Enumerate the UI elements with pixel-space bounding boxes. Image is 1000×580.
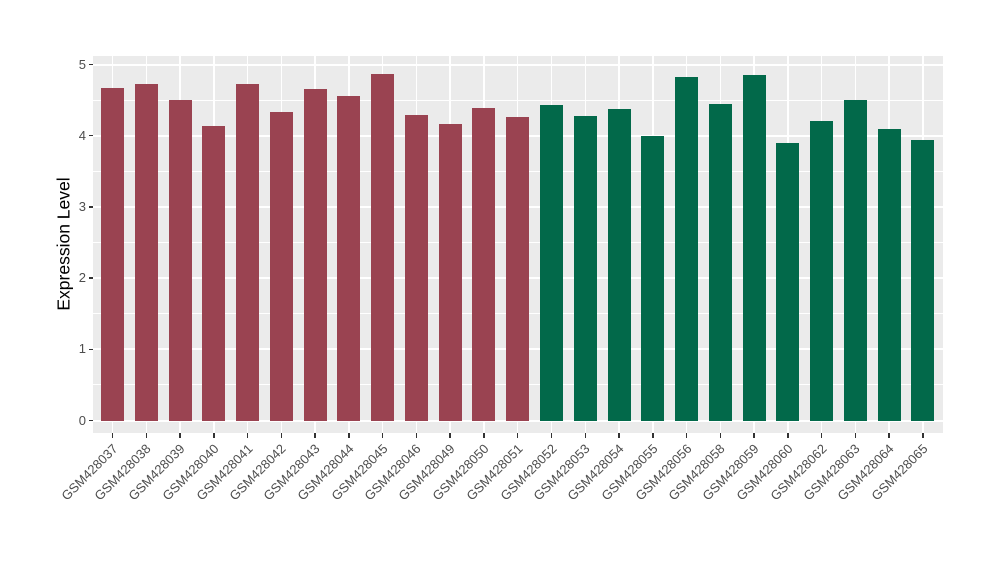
x-tick-mark bbox=[246, 433, 249, 438]
bar-GSM428049 bbox=[438, 123, 462, 421]
x-tick-mark bbox=[719, 433, 722, 438]
x-tick-mark bbox=[179, 433, 181, 438]
bar-GSM428053 bbox=[573, 115, 597, 421]
x-tick-mark bbox=[280, 433, 283, 438]
x-tick-mark bbox=[449, 433, 451, 438]
x-tick-mark bbox=[787, 433, 789, 438]
bar-GSM428044 bbox=[337, 95, 361, 421]
x-tick-mark bbox=[618, 433, 620, 438]
bar-GSM428050 bbox=[472, 107, 496, 421]
x-tick-mark bbox=[820, 433, 823, 438]
y-tick-label: 2 bbox=[78, 270, 86, 286]
y-tick-mark bbox=[89, 63, 93, 66]
x-tick-mark bbox=[381, 433, 384, 438]
x-tick-mark bbox=[145, 433, 148, 438]
x-tick-mark bbox=[584, 433, 587, 438]
bar-GSM428040 bbox=[202, 126, 226, 421]
y-tick-mark bbox=[89, 419, 93, 422]
y-tick-mark bbox=[89, 206, 93, 208]
x-tick-mark bbox=[685, 433, 688, 438]
x-tick-mark bbox=[888, 433, 890, 438]
bar-GSM428063 bbox=[843, 100, 867, 421]
y-tick-label: 3 bbox=[78, 198, 86, 214]
bar-GSM428058 bbox=[708, 103, 732, 421]
x-tick-mark bbox=[483, 433, 485, 438]
x-tick-mark bbox=[854, 433, 857, 438]
bar-GSM428045 bbox=[371, 74, 395, 421]
bar-GSM428062 bbox=[810, 120, 834, 421]
x-tick-mark bbox=[516, 433, 519, 438]
bar-GSM428056 bbox=[675, 77, 699, 421]
x-tick-mark bbox=[753, 433, 755, 438]
bar-GSM428043 bbox=[303, 88, 327, 421]
y-tick-label: 5 bbox=[78, 56, 86, 72]
bar-GSM428046 bbox=[404, 115, 428, 421]
bar-GSM428041 bbox=[236, 84, 260, 421]
x-tick-mark bbox=[213, 433, 215, 438]
y-tick-label: 4 bbox=[78, 127, 86, 143]
plot-panel bbox=[93, 56, 943, 433]
bar-GSM428059 bbox=[742, 75, 766, 421]
y-tick-label: 0 bbox=[78, 412, 86, 428]
x-tick-mark bbox=[314, 433, 316, 438]
x-tick-mark bbox=[550, 433, 553, 438]
bar-GSM428055 bbox=[641, 135, 665, 421]
bar-GSM428038 bbox=[134, 84, 158, 421]
bar-GSM428052 bbox=[540, 105, 563, 421]
bar-GSM428037 bbox=[101, 88, 124, 421]
bar-GSM428042 bbox=[269, 111, 293, 421]
bar-GSM428039 bbox=[168, 100, 192, 421]
bar-GSM428051 bbox=[506, 117, 530, 421]
y-tick-label: 1 bbox=[78, 341, 86, 357]
y-tick-mark bbox=[89, 134, 93, 137]
y-tick-mark bbox=[89, 277, 93, 279]
x-tick-mark bbox=[111, 433, 114, 438]
x-tick-mark bbox=[348, 433, 350, 438]
y-axis-title: Expression Level bbox=[53, 177, 74, 311]
bar-GSM428054 bbox=[607, 109, 631, 421]
bar-GSM428064 bbox=[877, 129, 901, 421]
x-tick-mark bbox=[652, 433, 654, 438]
x-tick-mark bbox=[922, 433, 924, 438]
x-tick-mark bbox=[415, 433, 418, 438]
bar-GSM428065 bbox=[911, 139, 935, 421]
bar-GSM428060 bbox=[776, 142, 800, 421]
y-tick-mark bbox=[89, 348, 93, 351]
